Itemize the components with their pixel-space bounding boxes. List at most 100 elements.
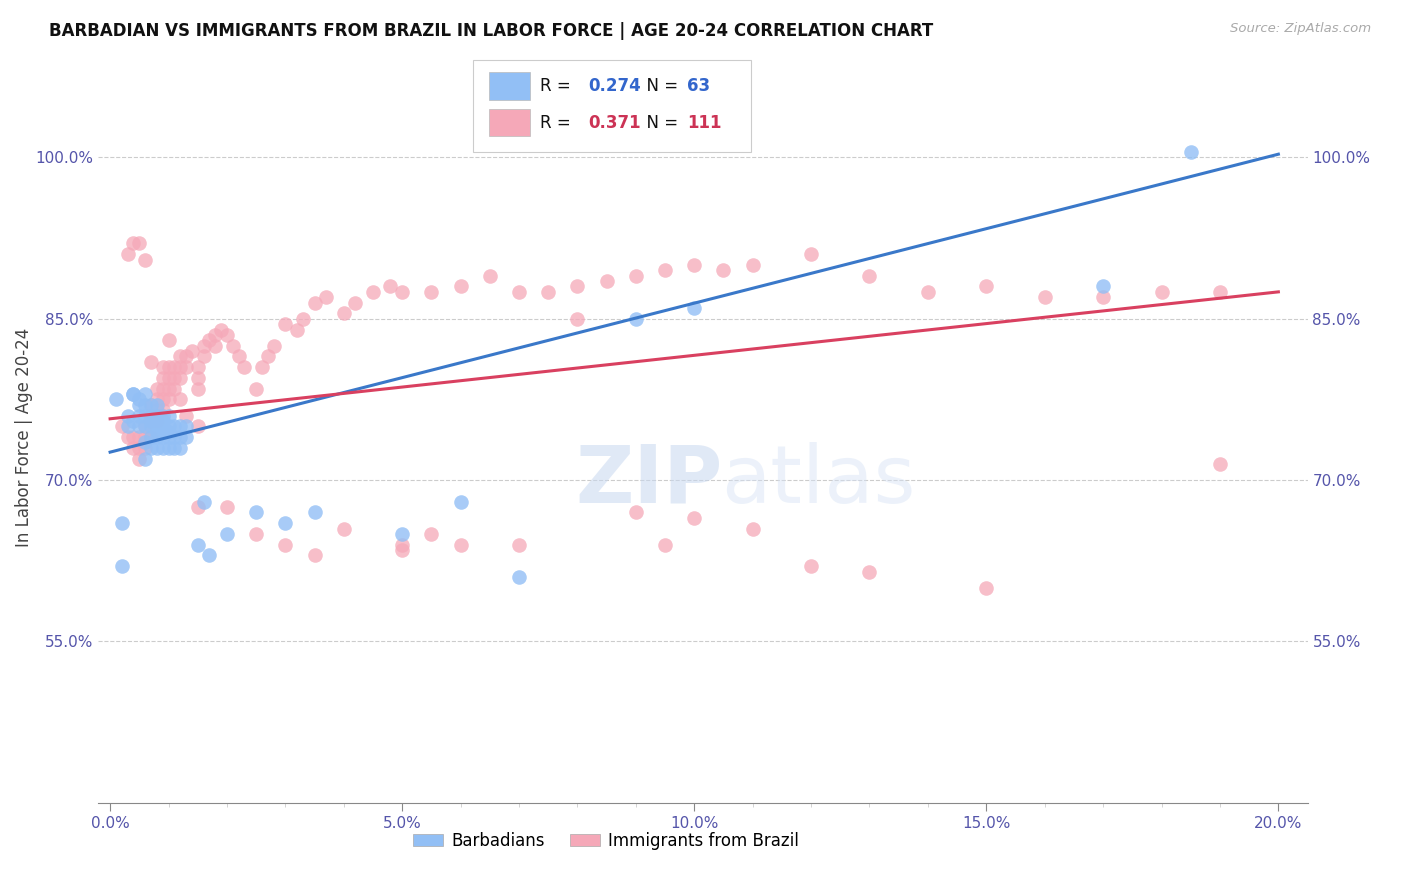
Point	[146, 425, 169, 439]
Point	[508, 538, 530, 552]
Point	[537, 285, 560, 299]
Point	[974, 279, 997, 293]
Point	[128, 236, 150, 251]
Point	[134, 435, 156, 450]
Point	[315, 290, 337, 304]
Point	[624, 311, 647, 326]
Point	[304, 295, 326, 310]
Point	[157, 425, 180, 439]
Point	[567, 311, 589, 326]
Point	[122, 236, 145, 251]
Point	[139, 414, 162, 428]
Point	[146, 441, 169, 455]
Point	[858, 565, 880, 579]
Text: ZIP: ZIP	[575, 442, 723, 520]
Point	[157, 360, 180, 375]
Point	[508, 570, 530, 584]
Point	[139, 430, 162, 444]
Point	[152, 409, 174, 423]
Point	[152, 419, 174, 434]
Point	[139, 414, 162, 428]
Text: R =: R =	[540, 77, 576, 95]
Point	[1180, 145, 1202, 159]
FancyBboxPatch shape	[489, 72, 530, 100]
Point	[169, 360, 191, 375]
Point	[122, 430, 145, 444]
Point	[157, 430, 180, 444]
Point	[250, 360, 273, 375]
Text: N =: N =	[637, 77, 683, 95]
Point	[134, 252, 156, 267]
Point	[420, 527, 443, 541]
Point	[134, 419, 156, 434]
Point	[304, 549, 326, 563]
Point	[152, 430, 174, 444]
Point	[180, 344, 202, 359]
Point	[215, 327, 238, 342]
Point	[152, 403, 174, 417]
Point	[450, 494, 472, 508]
Text: R =: R =	[540, 113, 576, 131]
Point	[169, 350, 191, 364]
Point	[157, 392, 180, 407]
Point	[713, 263, 735, 277]
Point	[111, 516, 134, 530]
Point	[187, 419, 209, 434]
Point	[391, 538, 413, 552]
Point	[595, 274, 617, 288]
Point	[128, 430, 150, 444]
Point	[157, 371, 180, 385]
Point	[146, 382, 169, 396]
Point	[228, 350, 250, 364]
Point	[146, 409, 169, 423]
Legend: Barbadians, Immigrants from Brazil: Barbadians, Immigrants from Brazil	[406, 825, 806, 856]
Point	[800, 247, 823, 261]
Point	[163, 430, 186, 444]
Point	[274, 317, 297, 331]
Point	[146, 403, 169, 417]
Point	[245, 527, 267, 541]
Point	[128, 451, 150, 466]
Point	[391, 285, 413, 299]
Point	[163, 419, 186, 434]
Point	[152, 425, 174, 439]
Point	[163, 382, 186, 396]
Point	[198, 333, 221, 347]
Point	[139, 398, 162, 412]
Point	[117, 409, 139, 423]
Point	[450, 279, 472, 293]
Point	[157, 441, 180, 455]
Point	[332, 306, 354, 320]
Point	[146, 392, 169, 407]
Point	[139, 409, 162, 423]
Point	[198, 549, 221, 563]
Point	[380, 279, 402, 293]
Point	[139, 398, 162, 412]
Point	[187, 371, 209, 385]
Point	[134, 387, 156, 401]
Point	[152, 382, 174, 396]
Point	[344, 295, 367, 310]
Text: N =: N =	[637, 113, 683, 131]
Point	[624, 505, 647, 519]
Point	[146, 430, 169, 444]
Point	[122, 414, 145, 428]
Point	[174, 350, 197, 364]
Point	[800, 559, 823, 574]
Point	[654, 538, 676, 552]
Point	[187, 538, 209, 552]
Point	[122, 387, 145, 401]
Point	[391, 543, 413, 558]
Point	[683, 258, 706, 272]
Point	[163, 360, 186, 375]
Point	[187, 382, 209, 396]
Point	[104, 392, 127, 407]
Point	[146, 419, 169, 434]
Point	[174, 409, 197, 423]
Point	[450, 538, 472, 552]
Point	[134, 451, 156, 466]
Point	[1209, 457, 1232, 471]
Point	[146, 414, 169, 428]
Point	[152, 441, 174, 455]
Point	[128, 441, 150, 455]
